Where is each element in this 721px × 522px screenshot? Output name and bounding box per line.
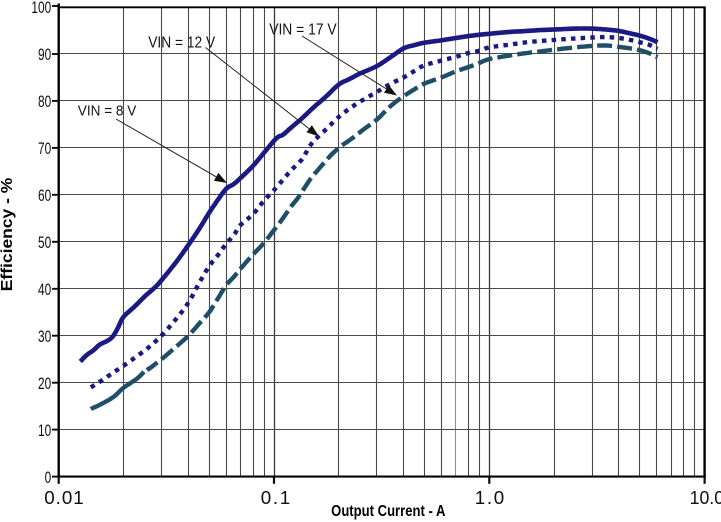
svg-text:0.1: 0.1 — [261, 487, 291, 508]
svg-text:10: 10 — [38, 421, 51, 440]
svg-text:40: 40 — [38, 280, 51, 299]
svg-text:60: 60 — [38, 186, 51, 205]
svg-text:VIN = 8 V: VIN = 8 V — [78, 102, 137, 119]
svg-text:20: 20 — [38, 374, 51, 393]
svg-text:1.0: 1.0 — [475, 487, 505, 508]
svg-text:VIN = 12 V: VIN = 12 V — [148, 35, 215, 52]
svg-text:80: 80 — [38, 92, 51, 111]
svg-text:90: 90 — [38, 45, 51, 64]
svg-text:VIN = 17 V: VIN = 17 V — [269, 21, 337, 38]
svg-text:Efficiency - %: Efficiency - % — [0, 178, 16, 292]
svg-text:Output Current - A: Output Current - A — [331, 503, 445, 520]
svg-text:70: 70 — [38, 139, 51, 158]
svg-text:100: 100 — [31, 0, 51, 17]
svg-text:30: 30 — [38, 327, 51, 346]
svg-text:50: 50 — [38, 233, 51, 252]
svg-text:10.0: 10.0 — [690, 487, 721, 508]
svg-text:0: 0 — [45, 468, 52, 487]
svg-text:0.01: 0.01 — [44, 487, 84, 508]
